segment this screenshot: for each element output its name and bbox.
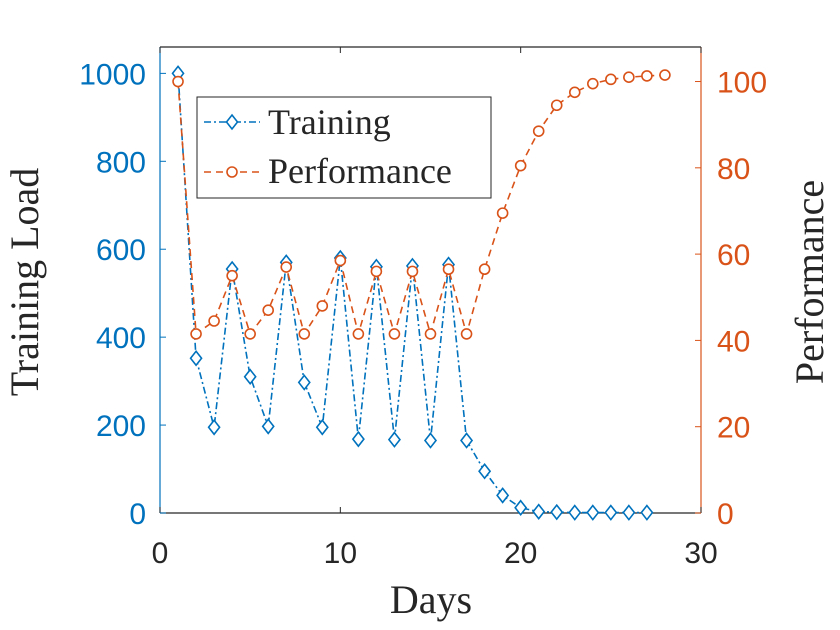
right-y-axis-label: Performance: [787, 180, 832, 384]
performance-point: [586, 77, 599, 90]
legend-training-marker: [225, 113, 239, 131]
left-y-tick-label: 1000: [79, 58, 146, 91]
performance-point: [352, 328, 365, 340]
performance-point: [605, 73, 617, 86]
performance-point: [406, 265, 419, 278]
training-point: [207, 418, 221, 436]
legend-training-label: Training: [268, 102, 391, 142]
left-y-axis-label: Training Load: [2, 168, 47, 397]
performance-point: [388, 328, 401, 340]
performance-point: [190, 328, 202, 340]
performance-point: [532, 125, 545, 137]
left-y-tick-label: 600: [96, 234, 146, 267]
training-point: [496, 487, 510, 504]
performance-point: [514, 159, 527, 172]
left-y-tick-label: 0: [129, 498, 146, 531]
performance-point: [262, 304, 275, 317]
series-layer: [171, 65, 671, 521]
training-point: [315, 418, 329, 436]
training-point: [261, 418, 275, 435]
performance-point: [226, 269, 238, 282]
training-point: [568, 504, 582, 521]
performance-point: [496, 207, 509, 219]
performance-point: [460, 328, 473, 340]
right-y-axis-ticks: 0 20 40 60 80 100: [695, 67, 767, 531]
training-point: [460, 432, 474, 449]
legend-box: [196, 96, 492, 199]
performance-point: [316, 300, 329, 312]
legend-performance-label: Performance: [268, 151, 452, 191]
training-point: [640, 504, 654, 521]
training-point: [532, 503, 546, 520]
performance-point: [244, 328, 256, 340]
left-y-tick-label: 400: [96, 322, 146, 355]
right-y-tick-label: 60: [717, 239, 750, 272]
legend: Training Performance: [196, 96, 492, 199]
x-tick-label: 20: [504, 537, 537, 570]
performance-point: [334, 254, 347, 267]
performance-point: [424, 328, 437, 340]
performance-point: [172, 75, 184, 88]
performance-point: [370, 265, 383, 278]
performance-point: [298, 328, 311, 340]
training-point: [297, 374, 311, 391]
performance-series-line: [177, 74, 665, 338]
x-tick-label: 10: [324, 537, 357, 570]
performance-point: [568, 86, 581, 99]
x-axis-ticks: 0 10 20 30: [152, 47, 718, 570]
performance-point: [208, 315, 220, 327]
right-y-tick-label: 0: [717, 498, 734, 531]
performance-point: [442, 263, 455, 276]
training-point: [478, 462, 492, 480]
training-point: [514, 499, 528, 517]
training-point: [550, 503, 564, 521]
training-point: [351, 430, 365, 448]
performance-point: [623, 71, 635, 84]
left-y-axis-ticks: 0 200 400 600 800 1000: [79, 58, 166, 531]
training-point: [189, 349, 203, 367]
right-y-tick-label: 20: [717, 412, 750, 445]
training-point: [243, 368, 257, 386]
performance-point: [478, 263, 491, 276]
x-tick-label: 0: [152, 537, 169, 570]
training-point: [586, 504, 600, 521]
training-point: [423, 432, 438, 449]
left-y-tick-label: 200: [96, 410, 146, 443]
left-y-tick-label: 800: [96, 146, 146, 179]
legend-training-sample: [204, 113, 260, 131]
performance-point: [641, 70, 653, 82]
training-point: [387, 431, 401, 448]
right-y-tick-label: 80: [717, 153, 750, 186]
legend-performance-sample: [204, 166, 260, 178]
performance-point: [550, 99, 563, 112]
performance-point: [280, 261, 293, 273]
training-point: [622, 504, 636, 521]
right-y-tick-label: 100: [717, 67, 767, 100]
training-point: [604, 504, 618, 521]
right-y-tick-label: 40: [717, 325, 750, 358]
x-axis-label: Days: [390, 577, 472, 622]
performance-point: [659, 69, 671, 81]
legend-performance-marker: [226, 166, 238, 178]
x-tick-label: 30: [684, 537, 717, 570]
